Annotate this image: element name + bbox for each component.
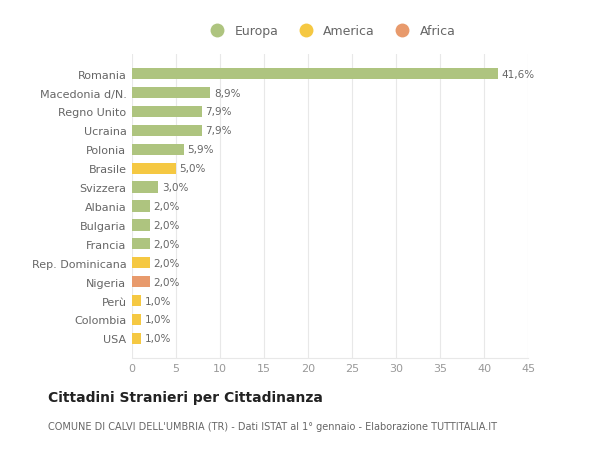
Bar — [132, 163, 176, 174]
Bar — [132, 125, 202, 137]
Text: 1,0%: 1,0% — [145, 334, 170, 344]
Text: 2,0%: 2,0% — [153, 239, 179, 249]
Bar — [132, 144, 184, 156]
Bar — [132, 295, 141, 307]
Text: 2,0%: 2,0% — [153, 202, 179, 212]
Text: 1,0%: 1,0% — [145, 315, 170, 325]
Text: 3,0%: 3,0% — [162, 183, 188, 193]
Bar — [132, 314, 141, 325]
Text: 5,0%: 5,0% — [179, 164, 206, 174]
Bar — [132, 69, 498, 80]
Legend: Europa, America, Africa: Europa, America, Africa — [199, 20, 461, 43]
Text: 2,0%: 2,0% — [153, 220, 179, 230]
Text: COMUNE DI CALVI DELL'UMBRIA (TR) - Dati ISTAT al 1° gennaio - Elaborazione TUTTI: COMUNE DI CALVI DELL'UMBRIA (TR) - Dati … — [48, 421, 497, 431]
Text: 5,9%: 5,9% — [187, 145, 214, 155]
Text: 2,0%: 2,0% — [153, 277, 179, 287]
Text: 1,0%: 1,0% — [145, 296, 170, 306]
Text: 8,9%: 8,9% — [214, 89, 241, 98]
Bar — [132, 106, 202, 118]
Text: 41,6%: 41,6% — [502, 69, 535, 79]
Bar — [132, 88, 211, 99]
Bar — [132, 182, 158, 193]
Bar — [132, 257, 149, 269]
Bar — [132, 239, 149, 250]
Bar — [132, 276, 149, 288]
Bar — [132, 220, 149, 231]
Bar — [132, 201, 149, 212]
Text: 2,0%: 2,0% — [153, 258, 179, 268]
Text: Cittadini Stranieri per Cittadinanza: Cittadini Stranieri per Cittadinanza — [48, 390, 323, 404]
Text: 7,9%: 7,9% — [205, 107, 232, 117]
Bar — [132, 333, 141, 344]
Text: 7,9%: 7,9% — [205, 126, 232, 136]
